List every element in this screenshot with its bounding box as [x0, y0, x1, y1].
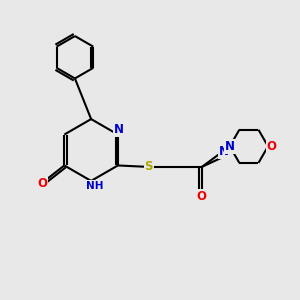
Text: N: N: [114, 123, 124, 136]
Text: N: N: [225, 140, 235, 153]
Text: O: O: [37, 177, 47, 190]
Text: NH: NH: [86, 181, 104, 191]
Text: O: O: [267, 140, 277, 153]
Text: N: N: [219, 145, 229, 158]
Text: S: S: [145, 160, 153, 173]
Text: O: O: [197, 190, 207, 203]
